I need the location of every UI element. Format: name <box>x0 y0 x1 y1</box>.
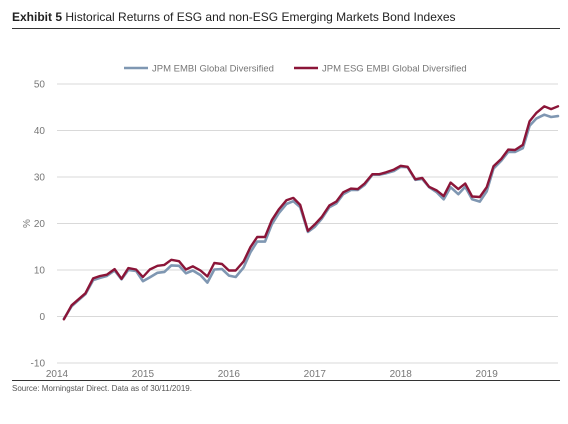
x-tick-label: 2018 <box>390 369 413 378</box>
exhibit-title: Exhibit 5 Historical Returns of ESG and … <box>12 6 560 29</box>
x-tick-label: 2014 <box>46 369 69 378</box>
legend-label-2: JPM ESG EMBI Global Diversified <box>322 64 467 75</box>
series-line-1 <box>62 113 560 321</box>
x-tick-label: 2019 <box>476 369 499 378</box>
x-tick-label: 2016 <box>218 369 241 378</box>
exhibit-frame: Exhibit 5 Historical Returns of ESG and … <box>12 6 562 410</box>
x-tick-label: 2015 <box>132 369 155 378</box>
series-line-2 <box>62 105 560 321</box>
footer-rule <box>12 380 560 381</box>
y-tick-label: 0 <box>39 312 45 323</box>
exhibit-label: Exhibit 5 <box>12 10 63 24</box>
legend-label-1: JPM EMBI Global Diversified <box>152 64 274 75</box>
chart-title: Historical Returns of ESG and non-ESG Em… <box>65 10 456 24</box>
series-lines <box>62 105 560 321</box>
source-note: Source: Morningstar Direct. Data as of 3… <box>12 384 192 393</box>
y-tick-label: 50 <box>34 80 46 91</box>
y-tick-label: 10 <box>34 266 46 277</box>
legend: JPM EMBI Global Diversified JPM ESG EMBI … <box>124 64 467 75</box>
x-tick-label: 2017 <box>304 369 327 378</box>
y-axis-label: % <box>22 219 33 228</box>
y-tick-label: 40 <box>34 126 46 137</box>
axes: -10 0 10 20 30 40 50% 2014 2015 2016 2017 2018 2019 <box>22 80 498 379</box>
y-tick-label: 30 <box>34 173 46 184</box>
y-tick-label: 20 <box>34 219 46 230</box>
grid-lines <box>57 83 558 364</box>
y-tick-label: -10 <box>31 359 46 370</box>
